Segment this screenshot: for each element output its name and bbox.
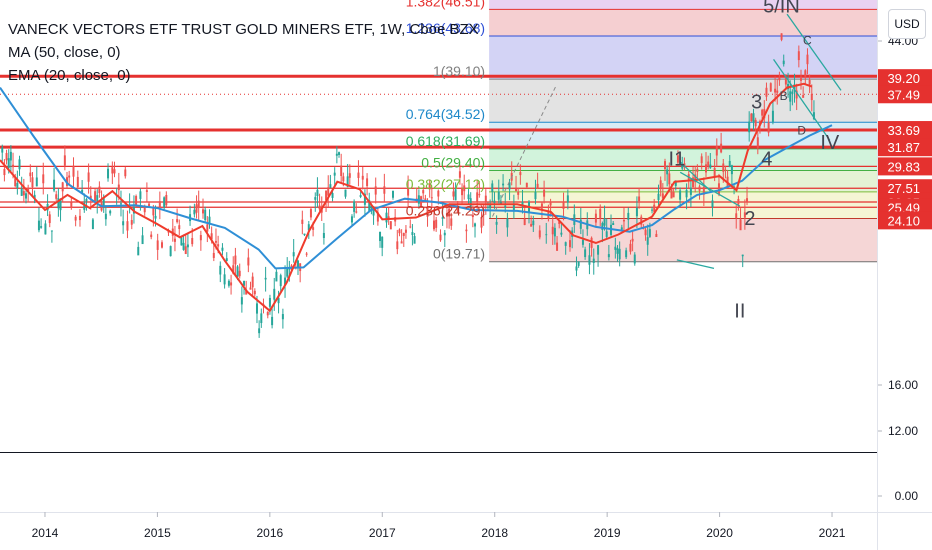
chart-legend: VANECK VECTORS ETF TRUST GOLD MINERS ETF… [8, 18, 479, 87]
price-label-text: 33.69 [887, 123, 920, 138]
elliott-wave-labels: 5/IN C B D 3 I1 4 IV 2 II [669, 0, 840, 322]
price-label-box [878, 121, 932, 140]
price-label-box [878, 179, 932, 198]
price-tick-label: 16.00 [888, 378, 918, 392]
trend-line [786, 13, 842, 91]
time-axis: 2014 2015 2016 2017 2018 2019 2020 2021 [32, 512, 846, 540]
wave-label: 5/IN [763, 0, 800, 17]
price-tick-label: 0.00 [895, 489, 919, 503]
price-label-text: 39.20 [887, 71, 920, 86]
price-label-text: 37.49 [887, 87, 920, 102]
fibonacci-zones [489, 0, 877, 263]
price-tick-label: 12.00 [888, 424, 918, 438]
trend-line [679, 171, 741, 207]
price-label-text: 24.10 [887, 213, 920, 228]
price-label-text: 31.87 [887, 140, 920, 155]
wave-label: I1 [669, 149, 686, 171]
horizontal-levels [0, 74, 877, 208]
fib-zone [489, 79, 877, 123]
fibonacci-labels: 1.382(46.51) 1.236(43.68) 1(39.10) 0.764(34… [406, 0, 485, 262]
wave-label: D [797, 124, 806, 138]
trend-line [679, 161, 712, 192]
price-label-box [878, 85, 932, 104]
ma-indicator-label[interactable]: MA (50, close, 0) [8, 44, 121, 61]
trend-line [773, 58, 831, 141]
wave-label: IV [820, 132, 840, 154]
time-tick-label: 2017 [369, 526, 396, 540]
fib-zone [489, 218, 877, 262]
wave-label: 4 [761, 149, 772, 171]
fib-zone [489, 0, 877, 10]
price-axis: 0.0012.0016.0044.0039.2037.4933.6931.872… [878, 0, 932, 512]
fib-level-label: 0.618(31.69) [406, 133, 485, 149]
ma-50-path [0, 87, 833, 270]
price-label-text: 27.51 [887, 181, 920, 196]
fib-zone [489, 9, 877, 36]
wave-label: 3 [751, 91, 762, 113]
time-tick-label: 2014 [32, 526, 59, 540]
fib-zone [489, 122, 877, 149]
fib-level-label: 1.236(43.68) [406, 20, 485, 36]
fib-level-label: 0.382(27.12) [406, 176, 485, 192]
time-tick-label: 2019 [594, 526, 621, 540]
wave-label: B [780, 89, 788, 103]
time-tick-label: 2020 [706, 526, 733, 540]
wave-label: C [803, 33, 812, 47]
fib-zone [489, 35, 877, 80]
fib-level-label: 0.236(24.29) [406, 203, 485, 219]
currency-button[interactable]: USD [888, 9, 926, 39]
projection-line [492, 84, 558, 217]
wave-label: II [734, 300, 745, 322]
fib-level-label: 0.5(29.40) [421, 154, 485, 170]
wave-label: 2 [744, 208, 755, 230]
price-label-box [878, 211, 932, 230]
ema-20-line [0, 82, 813, 313]
ma-50-line [0, 87, 833, 270]
fib-level-label: 1(39.10) [433, 63, 485, 79]
price-label-box [878, 138, 932, 157]
time-tick-label: 2021 [819, 526, 846, 540]
fib-level-label: 1.382(46.51) [406, 0, 485, 9]
price-label-text: 29.83 [887, 159, 920, 174]
trend-line [676, 259, 715, 270]
time-tick-label: 2016 [256, 526, 283, 540]
price-label-box [878, 157, 932, 176]
trend-lines [492, 13, 842, 270]
fib-zone [489, 148, 877, 171]
time-tick-label: 2018 [481, 526, 508, 540]
ema-indicator-label[interactable]: EMA (20, close, 0) [8, 67, 131, 84]
fib-level-label: 0.764(34.52) [406, 106, 485, 122]
chart-title: VANECK VECTORS ETF TRUST GOLD MINERS ETF… [8, 21, 479, 38]
price-label-box [878, 69, 932, 88]
time-tick-label: 2015 [144, 526, 171, 540]
fib-level-label: 0(19.71) [433, 246, 485, 262]
ema-20-path [0, 82, 813, 313]
